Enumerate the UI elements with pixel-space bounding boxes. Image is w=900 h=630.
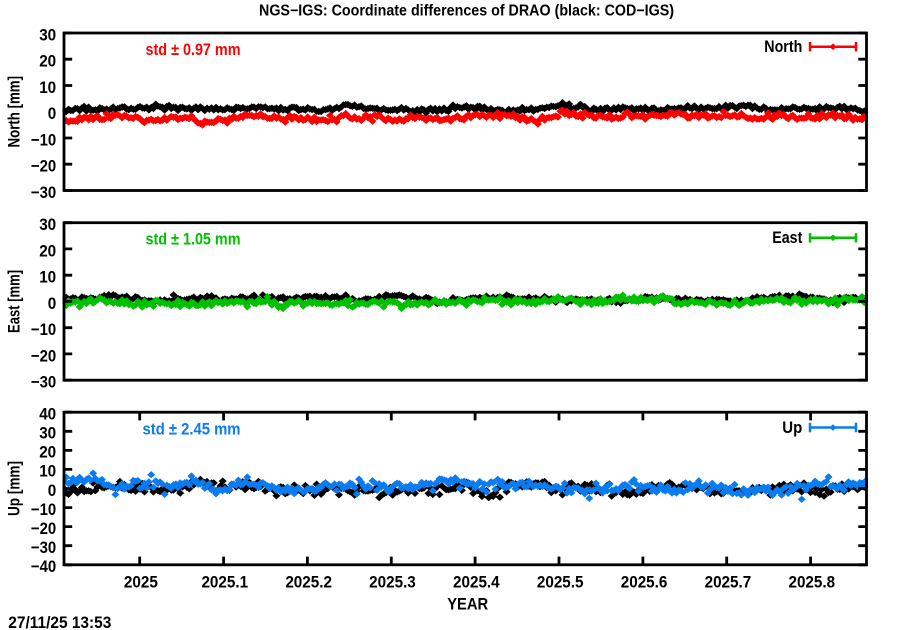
svg-text:2025.8: 2025.8 (788, 572, 835, 591)
svg-text:30: 30 (39, 215, 56, 234)
svg-text:20: 20 (39, 443, 56, 462)
svg-text:0: 0 (48, 294, 57, 313)
svg-text:−30: −30 (31, 183, 56, 202)
svg-text:−30: −30 (31, 538, 56, 557)
svg-text:30: 30 (39, 424, 56, 443)
svg-text:0: 0 (48, 104, 57, 123)
svg-text:−20: −20 (31, 346, 56, 365)
svg-text:40: 40 (39, 405, 56, 424)
svg-text:−20: −20 (31, 519, 56, 538)
svg-text:NGS−IGS: Coordinate difference: NGS−IGS: Coordinate differences of DRAO … (259, 2, 674, 19)
svg-text:2025.1: 2025.1 (201, 572, 248, 591)
svg-text:2025.3: 2025.3 (369, 572, 416, 591)
svg-text:std ± 2.45 mm: std ± 2.45 mm (143, 420, 241, 439)
svg-text:−20: −20 (31, 157, 56, 176)
svg-text:North [mm]: North [mm] (5, 76, 24, 148)
svg-text:−10: −10 (31, 320, 56, 339)
svg-text:Up: Up (782, 418, 802, 437)
svg-text:10: 10 (39, 268, 56, 287)
svg-text:10: 10 (39, 78, 56, 97)
svg-text:2025.7: 2025.7 (705, 572, 752, 591)
svg-text:North: North (764, 37, 802, 56)
svg-text:2025.2: 2025.2 (285, 572, 332, 591)
svg-text:10: 10 (39, 462, 56, 481)
svg-text:std ± 0.97 mm: std ± 0.97 mm (146, 40, 241, 59)
svg-text:2025: 2025 (124, 572, 158, 591)
svg-text:−30: −30 (31, 373, 56, 392)
svg-text:−10: −10 (31, 500, 56, 519)
svg-text:East [mm]: East [mm] (5, 270, 24, 333)
svg-text:−10: −10 (31, 130, 56, 149)
svg-text:2025.6: 2025.6 (621, 572, 668, 591)
svg-text:YEAR: YEAR (447, 595, 488, 614)
svg-text:Up [mm]: Up [mm] (5, 461, 24, 516)
svg-text:30: 30 (39, 25, 56, 44)
svg-text:std ± 1.05 mm: std ± 1.05 mm (146, 230, 241, 249)
svg-text:20: 20 (39, 52, 56, 71)
svg-text:−40: −40 (31, 557, 56, 576)
svg-text:East: East (772, 228, 802, 247)
svg-text:2025.5: 2025.5 (537, 572, 584, 591)
svg-text:2025.4: 2025.4 (453, 572, 500, 591)
svg-text:27/11/25 13:53: 27/11/25 13:53 (8, 613, 111, 630)
svg-text:20: 20 (39, 241, 56, 260)
svg-text:0: 0 (48, 481, 57, 500)
